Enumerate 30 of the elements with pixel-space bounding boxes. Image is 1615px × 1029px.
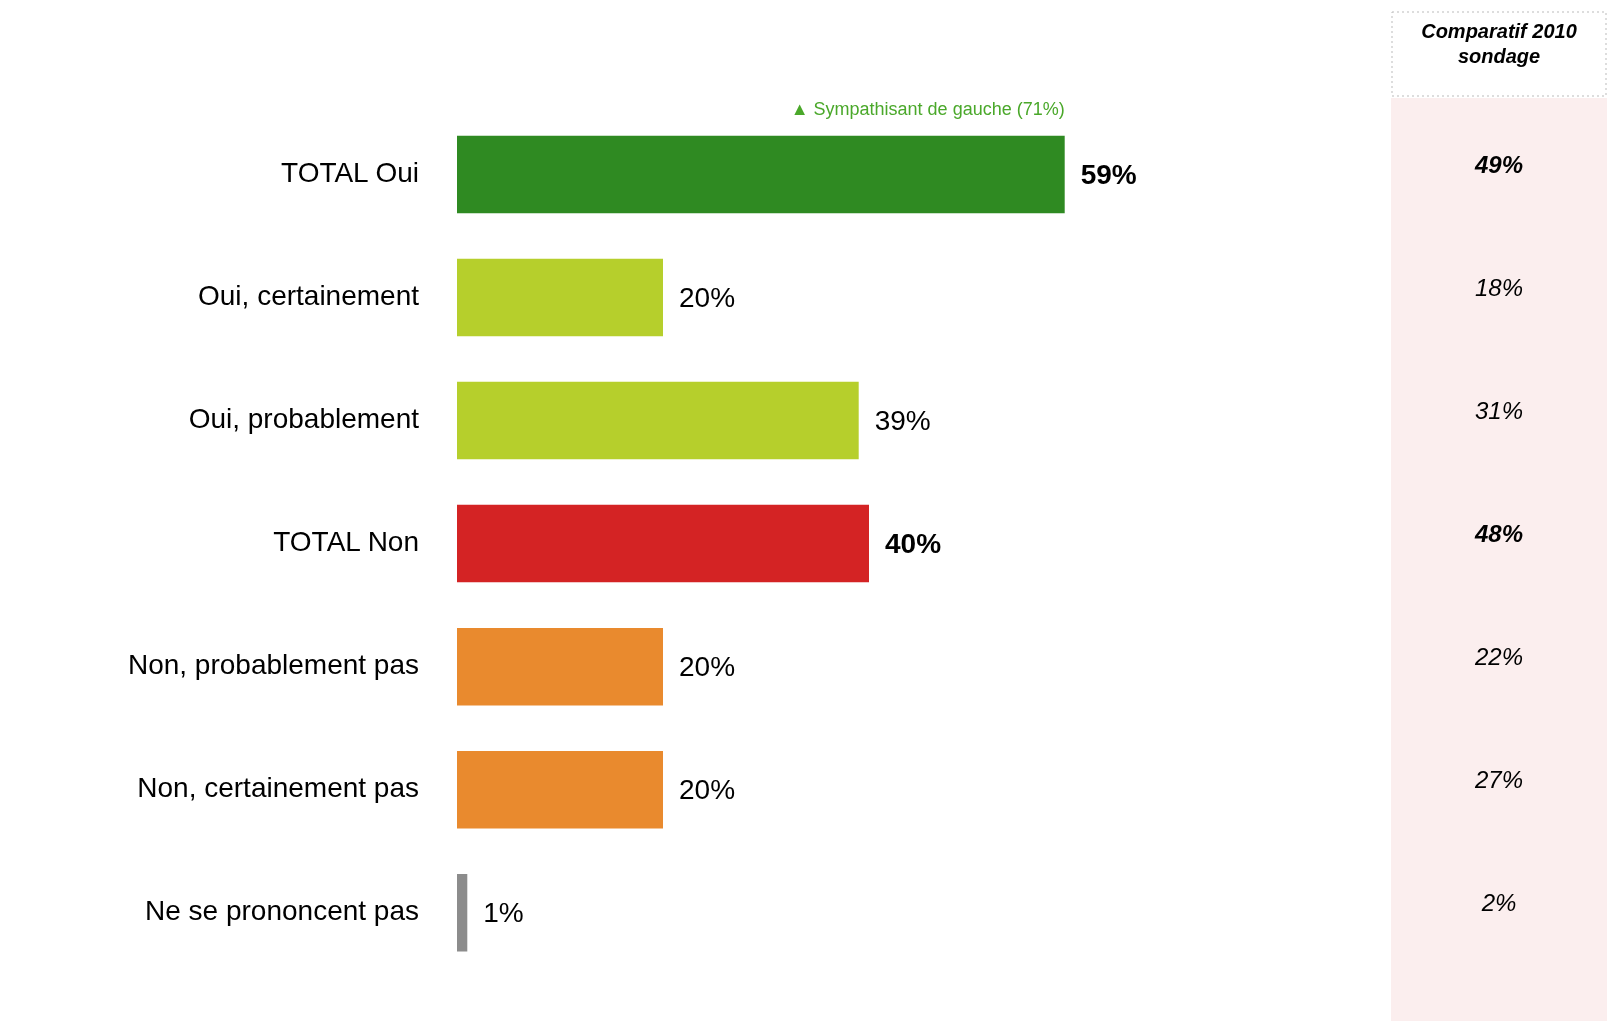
text: 18% bbox=[1474, 274, 1524, 302]
y-tick-label: Non, probablement pas bbox=[127, 649, 419, 681]
data-label: 20% bbox=[679, 282, 736, 314]
y-tick-label: Ne se prononcent pas bbox=[145, 895, 419, 927]
y-tick-label: TOTAL Non bbox=[273, 526, 419, 558]
bar bbox=[457, 627, 663, 706]
y-tick-label: Oui, probablement bbox=[188, 403, 420, 435]
bar bbox=[457, 504, 869, 583]
text: 2% bbox=[1480, 889, 1517, 917]
data-label: 20% bbox=[679, 651, 736, 683]
text: 48% bbox=[1473, 520, 1524, 548]
bar bbox=[457, 381, 859, 460]
y-tick-label: Non, certainement pas bbox=[137, 772, 419, 804]
annotation: ▲ Sympathisant de gauche (71%) bbox=[790, 99, 1065, 120]
data-label: 40% bbox=[885, 528, 942, 560]
bar bbox=[457, 873, 468, 952]
data-label: 20% bbox=[679, 774, 736, 806]
data-label: 1% bbox=[483, 897, 524, 929]
text: 27% bbox=[1473, 766, 1524, 794]
text: Comparatif 2010 sondage bbox=[1421, 19, 1577, 67]
y-tick-label: Oui, certainement bbox=[198, 280, 420, 312]
text: 22% bbox=[1473, 643, 1524, 671]
text: 31% bbox=[1474, 397, 1524, 425]
y-tick-label: TOTAL Oui bbox=[281, 157, 419, 189]
bar bbox=[457, 258, 663, 337]
bar bbox=[457, 750, 663, 829]
data-label: 39% bbox=[874, 405, 931, 437]
data-label: 59% bbox=[1080, 159, 1137, 191]
bar bbox=[457, 135, 1065, 214]
text: 49% bbox=[1473, 151, 1524, 179]
